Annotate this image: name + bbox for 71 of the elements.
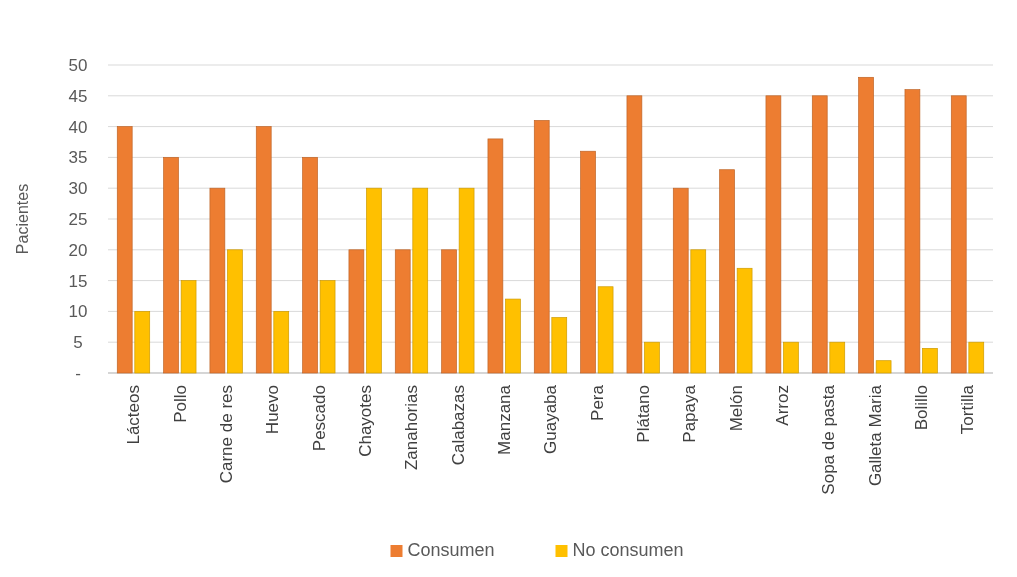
y-tick-label: 25 xyxy=(68,209,88,229)
bar xyxy=(412,187,429,374)
y-tick-label: 10 xyxy=(68,302,88,322)
bar xyxy=(968,341,985,374)
bar xyxy=(116,126,133,374)
bar xyxy=(348,249,365,374)
bar xyxy=(394,249,411,374)
x-tick-label: Papaya xyxy=(680,384,700,443)
x-tick-label: Bolillo xyxy=(912,385,932,431)
x-tick-label: Pescado xyxy=(309,385,329,452)
x-tick-label: Tortilla xyxy=(958,384,978,435)
x-tick-label: Lácteos xyxy=(124,385,144,445)
bar xyxy=(227,249,243,374)
bar xyxy=(319,280,336,374)
bar xyxy=(719,169,735,374)
y-tick-label: 20 xyxy=(68,240,88,260)
x-tick-label: Carne de res xyxy=(217,385,237,484)
bar xyxy=(765,95,782,374)
y-tick-label: 50 xyxy=(68,55,88,75)
bar xyxy=(690,249,707,374)
bar xyxy=(922,348,938,374)
x-tick-label: Pollo xyxy=(170,385,190,423)
x-tick-label: Chayotes xyxy=(356,385,376,457)
bar xyxy=(644,341,660,374)
bar xyxy=(736,267,753,374)
bar xyxy=(950,95,967,374)
bar xyxy=(302,157,318,374)
bar xyxy=(458,187,475,374)
x-tick-label: Zanahorias xyxy=(402,385,422,471)
x-tick-label: Manzana xyxy=(495,384,515,455)
x-tick-label: Huevo xyxy=(263,385,283,435)
y-tick-label: 30 xyxy=(68,179,88,199)
y-tick-label: 45 xyxy=(68,86,88,106)
bar xyxy=(551,317,568,374)
y-tick-label: 35 xyxy=(68,148,88,168)
x-tick-label: Arroz xyxy=(773,385,793,426)
bar xyxy=(255,126,272,374)
bar xyxy=(858,76,874,374)
x-tick-label: Calabazas xyxy=(448,385,468,466)
y-tick-label: 15 xyxy=(68,271,88,291)
x-tick-label: Guayaba xyxy=(541,384,561,454)
x-tick-label: Galleta Maria xyxy=(865,384,885,487)
x-tick-label: Sopa de pasta xyxy=(819,384,839,495)
bar xyxy=(533,120,550,374)
bar xyxy=(597,286,614,374)
bar xyxy=(505,298,521,374)
bar xyxy=(273,311,290,374)
bar xyxy=(829,341,846,374)
bar xyxy=(487,138,504,374)
bar xyxy=(209,187,226,374)
x-tick-label: Plátano xyxy=(634,385,654,443)
bar xyxy=(163,157,179,374)
bar xyxy=(180,280,197,374)
x-tick-label: Pera xyxy=(587,384,607,421)
bar xyxy=(904,89,921,374)
bar xyxy=(441,249,457,374)
y-tick-label: 40 xyxy=(68,117,88,137)
legend-label: No consumen xyxy=(572,540,684,560)
x-tick-label: Melón xyxy=(726,385,746,432)
bar xyxy=(134,311,151,374)
bar xyxy=(783,341,799,374)
bar xyxy=(875,360,892,374)
y-axis-title: Pacientes xyxy=(14,183,31,255)
bar xyxy=(672,187,689,374)
bar xyxy=(811,95,828,374)
y-tick-label: 5 xyxy=(73,333,83,353)
legend-label: Consumen xyxy=(407,540,495,560)
bar xyxy=(366,187,382,374)
bar xyxy=(626,95,643,374)
y-tick-label: - xyxy=(75,363,81,383)
bar xyxy=(580,150,596,374)
